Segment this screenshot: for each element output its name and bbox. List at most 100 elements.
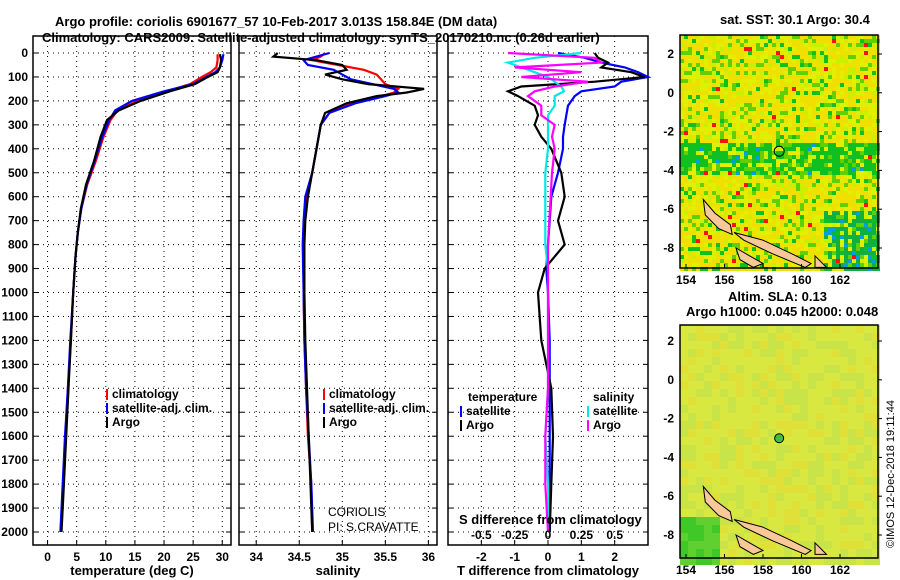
map-cell — [764, 139, 768, 143]
map-cell — [740, 175, 744, 179]
map-lon-label: 158 — [753, 273, 773, 287]
map-cell — [732, 87, 736, 91]
map-cell — [872, 533, 880, 541]
map-cell — [872, 71, 876, 75]
map-cell — [804, 55, 808, 59]
map-cell — [784, 405, 792, 413]
map-cell — [744, 183, 748, 187]
map-cell — [828, 111, 832, 115]
map-cell — [864, 509, 872, 517]
map-cell — [812, 163, 816, 167]
map-cell — [708, 75, 712, 79]
map-cell — [776, 429, 784, 437]
map-cell — [720, 333, 728, 341]
map-cell — [708, 227, 712, 231]
map-cell — [728, 381, 736, 389]
map-cell — [684, 155, 688, 159]
map-cell — [744, 445, 752, 453]
map-cell — [692, 71, 696, 75]
map-cell — [804, 119, 808, 123]
map-cell — [864, 453, 872, 461]
map-cell — [704, 445, 712, 453]
map-cell — [716, 135, 720, 139]
map-cell — [704, 227, 708, 231]
map-cell — [832, 59, 836, 63]
map-cell — [832, 127, 836, 131]
map-cell — [848, 63, 852, 67]
map-cell — [816, 255, 820, 259]
map-cell — [732, 215, 736, 219]
map-cell — [840, 557, 848, 565]
map-cell — [856, 123, 860, 127]
map-cell — [752, 413, 760, 421]
map-cell — [688, 223, 692, 227]
map-cell — [872, 191, 876, 195]
map-cell — [716, 43, 720, 47]
x-axis-label: temperature (deg C) — [70, 563, 194, 578]
map-cell — [804, 203, 808, 207]
map-cell — [788, 223, 792, 227]
map-cell — [740, 119, 744, 123]
map-cell — [744, 99, 748, 103]
map-cell — [700, 159, 704, 163]
map-cell — [696, 95, 700, 99]
map-cell — [808, 469, 816, 477]
map-cell — [856, 437, 864, 445]
map-cell — [724, 111, 728, 115]
map-cell — [800, 207, 804, 211]
map-cell — [700, 83, 704, 87]
map-cell — [796, 35, 800, 39]
map-cell — [832, 549, 840, 557]
map-cell — [692, 107, 696, 111]
map-cell — [792, 179, 796, 183]
map-cell — [788, 179, 792, 183]
map-cell — [704, 103, 708, 107]
map-cell — [788, 243, 792, 247]
map-cell — [808, 207, 812, 211]
map-cell — [784, 501, 792, 509]
map-cell — [840, 251, 844, 255]
map-cell — [784, 115, 788, 119]
map-cell — [836, 155, 840, 159]
map-cell — [688, 79, 692, 83]
map-cell — [688, 39, 692, 43]
map-cell — [704, 389, 712, 397]
map-cell — [844, 223, 848, 227]
map-cell — [760, 115, 764, 119]
map-cell — [752, 429, 760, 437]
map-cell — [768, 55, 772, 59]
map-cell — [844, 71, 848, 75]
map-frame — [679, 324, 879, 559]
map-cell — [768, 389, 776, 397]
map-cell — [692, 171, 696, 175]
map-cell — [792, 477, 800, 485]
map-cell — [776, 341, 784, 349]
map-cell — [776, 243, 780, 247]
map-cell — [752, 381, 760, 389]
map-cell — [688, 163, 692, 167]
legend-swatch — [460, 420, 462, 431]
map-cell — [764, 35, 768, 39]
map-cell — [688, 187, 692, 191]
map-cell — [776, 159, 780, 163]
map-cell — [832, 509, 840, 517]
map-cell — [696, 111, 700, 115]
map-cell — [828, 243, 832, 247]
map-cell — [704, 421, 712, 429]
map-cell — [744, 147, 748, 151]
map-cell — [848, 223, 852, 227]
map-cell — [848, 99, 852, 103]
map-cell — [752, 509, 760, 517]
x-tick-label: 25 — [186, 550, 200, 564]
map-cell — [788, 195, 792, 199]
map-cell — [744, 59, 748, 63]
map-cell — [844, 75, 848, 79]
map-cell — [848, 429, 856, 437]
map-cell — [704, 469, 712, 477]
y-tick-label: 900 — [8, 262, 28, 276]
map-cell — [848, 139, 852, 143]
map-cell — [824, 175, 828, 179]
map-cell — [772, 111, 776, 115]
map-cell — [848, 381, 856, 389]
map-cell — [712, 421, 720, 429]
